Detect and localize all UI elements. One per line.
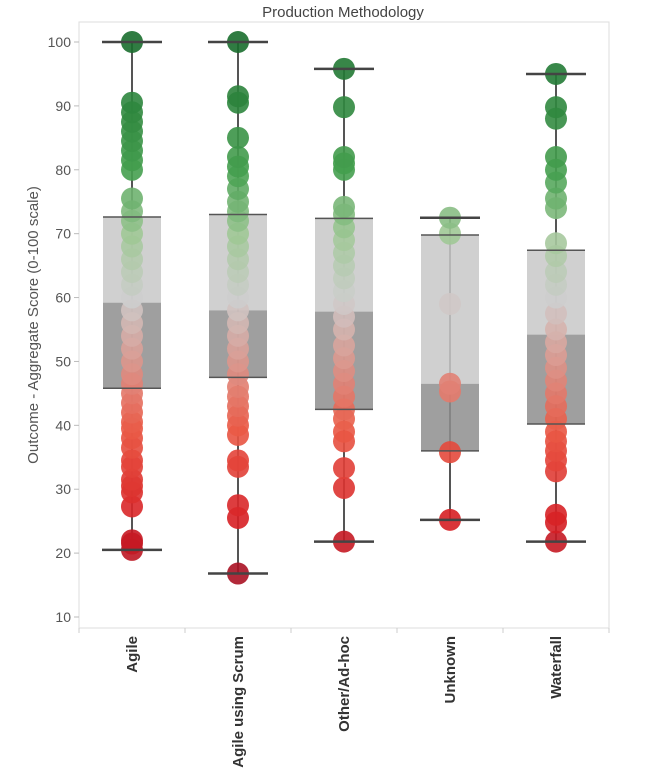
y-tick-label: 50	[55, 353, 71, 369]
y-tick-label: 60	[55, 290, 71, 306]
data-point	[227, 126, 249, 149]
plot-area-frame	[78, 21, 610, 629]
x-axis: Agile Agile using Scrum Other/Ad-hoc Unknow…	[78, 628, 610, 768]
data-point	[545, 503, 567, 526]
data-point	[545, 261, 567, 283]
data-point	[545, 96, 567, 119]
y-tick-label: 70	[55, 226, 71, 242]
data-point	[227, 494, 249, 517]
data-point	[227, 146, 249, 168]
data-point	[227, 449, 249, 472]
y-tick-label: 100	[48, 34, 72, 50]
data-point	[545, 187, 567, 210]
box-group-agile	[102, 31, 162, 561]
data-point	[545, 318, 567, 341]
box-group-waterfall	[526, 62, 586, 553]
data-point	[439, 372, 461, 395]
data-point	[333, 96, 355, 119]
data-point	[121, 187, 143, 210]
x-category-label: Agile	[124, 636, 141, 673]
data-point	[227, 85, 249, 108]
y-tick-label: 20	[55, 545, 71, 561]
data-point	[121, 91, 143, 114]
data-point	[545, 146, 567, 168]
data-point	[121, 529, 143, 552]
y-tick-label: 90	[55, 98, 71, 114]
data-point	[333, 334, 355, 357]
data-point	[333, 457, 355, 480]
box-series	[102, 31, 586, 585]
y-tick-label: 10	[55, 609, 71, 625]
box-group-agile-using-scrum	[208, 31, 268, 585]
data-point	[439, 222, 461, 245]
data-point	[333, 476, 355, 499]
y-axis-label: Outcome - Aggregate Score (0-100 scale)	[25, 186, 42, 464]
y-axis: 10 20 30 40 50 60 70 80 90 100	[48, 34, 79, 625]
data-point	[545, 232, 567, 255]
data-point	[439, 441, 461, 464]
box-group-other-ad-hoc	[314, 57, 374, 553]
y-tick-label: 30	[55, 481, 71, 497]
y-tick-label: 80	[55, 162, 71, 178]
x-category-label: Waterfall	[548, 636, 565, 699]
x-category-label: Unknown	[442, 636, 459, 704]
data-point	[333, 146, 355, 168]
x-category-label: Other/Ad-hoc	[336, 636, 353, 732]
data-point	[545, 302, 567, 325]
data-point	[333, 195, 355, 218]
y-tick-label: 40	[55, 417, 71, 433]
x-category-label: Agile using Scrum	[230, 636, 247, 768]
box-group-unknown	[420, 206, 480, 531]
chart-title: Production Methodology	[262, 4, 424, 21]
data-point	[439, 292, 461, 315]
